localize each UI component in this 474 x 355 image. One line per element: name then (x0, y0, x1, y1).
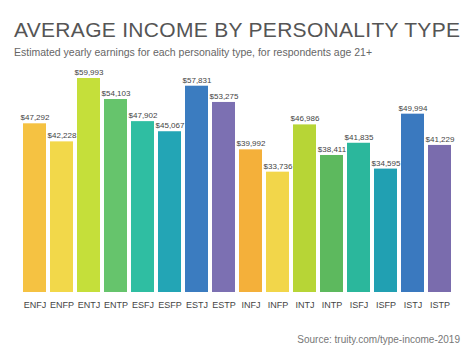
svg-text:$41,835: $41,835 (345, 133, 374, 142)
svg-text:ISFJ: ISFJ (350, 300, 369, 310)
svg-text:ENTJ: ENTJ (78, 300, 101, 310)
svg-text:$45,067: $45,067 (156, 121, 185, 130)
svg-text:INFJ: INFJ (242, 300, 261, 310)
svg-text:ESFP: ESFP (158, 300, 182, 310)
svg-text:ISTJ: ISTJ (404, 300, 423, 310)
svg-text:$38,411: $38,411 (318, 145, 347, 154)
svg-text:ISTP: ISTP (430, 300, 450, 310)
svg-text:$49,994: $49,994 (399, 104, 428, 113)
svg-text:$57,831: $57,831 (183, 76, 212, 85)
svg-text:ENFJ: ENFJ (24, 300, 47, 310)
html-text:Source: truity.com/type-income: Source: truity.com/type-income-2019 (297, 334, 460, 345)
svg-text:ENFP: ENFP (50, 300, 74, 310)
svg-text:ENTP: ENTP (104, 300, 128, 310)
html-text:Estimated yearly earnings for: Estimated yearly earnings for each perso… (14, 46, 373, 58)
svg-text:$41,229: $41,229 (426, 135, 455, 144)
svg-text:$33,736: $33,736 (264, 162, 293, 171)
svg-text:$34,595: $34,595 (372, 159, 401, 168)
html-text:AVERAGE INCOME BY PERSONALITY: AVERAGE INCOME BY PERSONALITY TYPE (14, 18, 461, 41)
svg-text:ESTJ: ESTJ (186, 300, 208, 310)
svg-text:$42,228: $42,228 (48, 131, 77, 140)
svg-text:ESFJ: ESFJ (132, 300, 154, 310)
svg-text:INTJ: INTJ (296, 300, 315, 310)
svg-text:ISFP: ISFP (376, 300, 396, 310)
svg-text:$59,993: $59,993 (75, 68, 104, 77)
svg-text:INTP: INTP (322, 300, 343, 310)
svg-text:ESTP: ESTP (212, 300, 236, 310)
svg-text:INFP: INFP (268, 300, 289, 310)
svg-text:$39,992: $39,992 (237, 139, 266, 148)
svg-text:$47,292: $47,292 (21, 113, 50, 122)
svg-text:$47,902: $47,902 (129, 111, 158, 120)
svg-text:$53,275: $53,275 (210, 92, 239, 101)
svg-text:$46,986: $46,986 (291, 114, 320, 123)
svg-text:$54,103: $54,103 (102, 89, 131, 98)
